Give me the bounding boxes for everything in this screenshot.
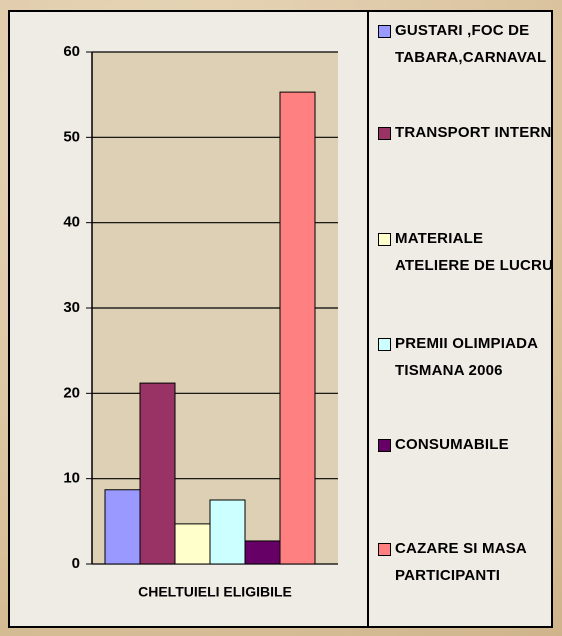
y-tick-label: 60 [63,43,80,60]
x-tick-label: CHELTUIELI ELIGIBILE [138,584,292,600]
legend-label: PREMII OLIMPIADA TISMANA 2006 [395,335,538,379]
y-tick-label: 20 [63,384,80,401]
y-tick-label: 50 [63,128,80,145]
legend-swatch [378,543,391,556]
bar [279,91,316,565]
legend-swatch [378,439,391,452]
legend-label: MATERIALE ATELIERE DE LUCRU [395,230,554,274]
bar [174,523,211,565]
legend-swatch [378,338,391,351]
y-tick-label: 10 [63,470,80,487]
y-tick-label: 30 [63,299,80,316]
legend-swatch [378,25,391,38]
legend-swatch [378,127,391,140]
y-tick-label: 0 [72,555,80,572]
bar [244,540,281,565]
legend-label: TRANSPORT INTERN [395,124,552,141]
y-tick-label: 40 [63,214,80,231]
bar [209,499,246,565]
legend-label: GUSTARI ,FOC DE TABARA,CARNAVAL [395,22,547,66]
bar [104,489,141,565]
legend-swatch [378,233,391,246]
legend-label: CONSUMABILE [395,436,509,453]
legend-label: CAZARE SI MASA PARTICIPANTI [395,540,527,584]
bar [139,382,176,565]
